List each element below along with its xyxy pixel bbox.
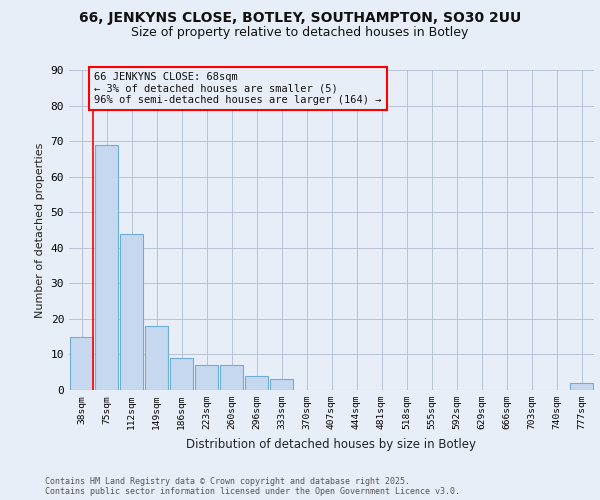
Bar (220, 365, 244, 390)
Bar (170, 358, 193, 390)
Text: 66 JENKYNS CLOSE: 68sqm
← 3% of detached houses are smaller (5)
96% of semi-deta: 66 JENKYNS CLOSE: 68sqm ← 3% of detached… (95, 72, 382, 105)
Bar (95, 144, 118, 390)
Bar (119, 234, 143, 390)
Bar (70, 336, 94, 390)
Text: 66, JENKYNS CLOSE, BOTLEY, SOUTHAMPTON, SO30 2UU: 66, JENKYNS CLOSE, BOTLEY, SOUTHAMPTON, … (79, 11, 521, 25)
Bar (145, 326, 169, 390)
Text: Contains HM Land Registry data © Crown copyright and database right 2025.
Contai: Contains HM Land Registry data © Crown c… (45, 476, 460, 496)
Bar (194, 365, 218, 390)
X-axis label: Distribution of detached houses by size in Botley: Distribution of detached houses by size … (187, 438, 476, 450)
Bar (269, 380, 293, 390)
Bar (245, 376, 268, 390)
Y-axis label: Number of detached properties: Number of detached properties (35, 142, 45, 318)
Text: Size of property relative to detached houses in Botley: Size of property relative to detached ho… (131, 26, 469, 39)
Bar (569, 383, 593, 390)
